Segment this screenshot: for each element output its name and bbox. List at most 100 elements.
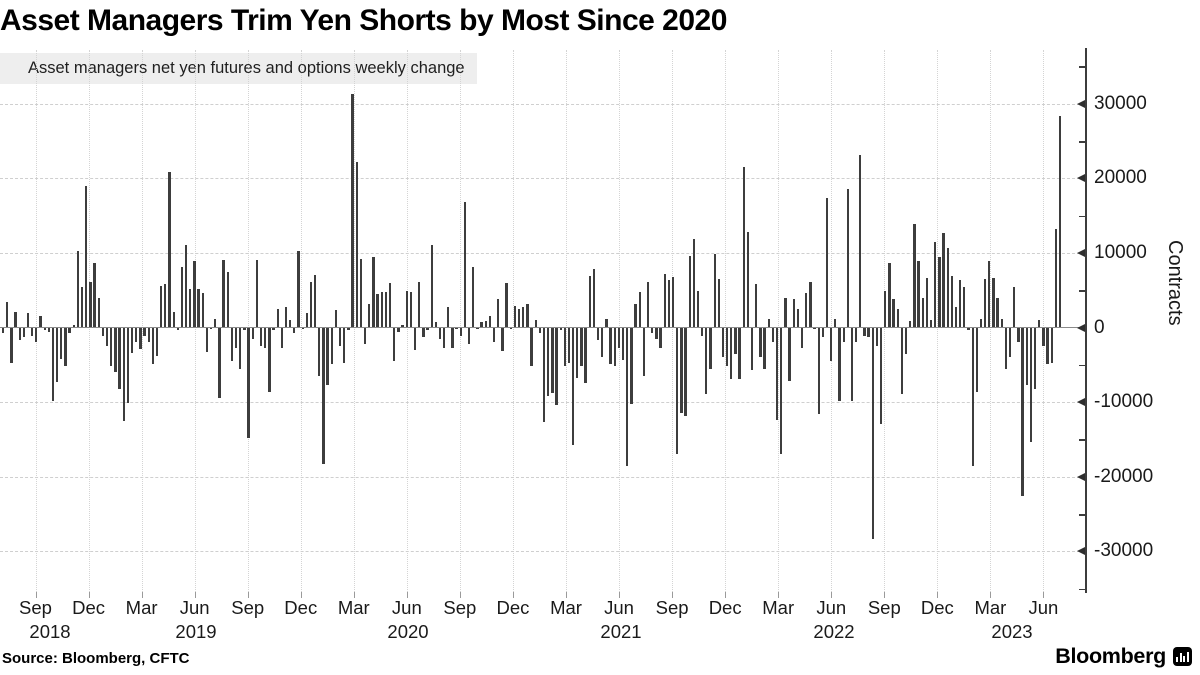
data-bar xyxy=(996,297,999,328)
data-bar xyxy=(680,327,683,413)
data-bar xyxy=(746,232,750,328)
x-axis-month-label: Jun xyxy=(179,597,210,618)
data-bar xyxy=(534,320,537,328)
data-bar xyxy=(825,198,829,328)
vertical-gridline xyxy=(990,50,992,592)
data-bar xyxy=(730,327,733,379)
data-bar xyxy=(422,327,425,338)
data-bar xyxy=(696,290,700,328)
y-axis-minor-tick xyxy=(1079,290,1085,292)
data-bar xyxy=(164,284,167,328)
y-axis-tick-arrow-icon xyxy=(1077,323,1085,332)
data-bar xyxy=(93,262,96,328)
legend: Asset managers net yen futures and optio… xyxy=(0,53,477,84)
data-bar xyxy=(201,293,204,328)
data-bar xyxy=(334,309,338,328)
data-bar xyxy=(51,327,55,401)
data-bar xyxy=(193,261,196,328)
bloomberg-branding: Bloomberg xyxy=(1055,644,1192,669)
data-bar xyxy=(838,327,841,401)
data-bar xyxy=(189,288,192,328)
data-bar xyxy=(101,327,105,336)
data-bar xyxy=(1046,327,1049,365)
data-bar xyxy=(18,327,21,341)
x-axis-tick xyxy=(566,592,567,598)
data-bar xyxy=(538,327,542,334)
data-bar xyxy=(509,327,512,329)
y-axis-tick-label: 20000 xyxy=(1094,167,1147,189)
data-bar xyxy=(31,327,34,336)
data-bar xyxy=(713,254,716,328)
data-bar xyxy=(800,327,804,348)
data-bar xyxy=(559,327,562,330)
data-bar xyxy=(542,327,546,423)
data-bar xyxy=(197,289,200,328)
data-bar xyxy=(759,327,762,357)
data-bar xyxy=(692,238,695,328)
data-bar xyxy=(413,327,417,350)
data-bar xyxy=(626,327,629,467)
data-bar xyxy=(709,327,712,370)
data-bar xyxy=(938,257,941,328)
vertical-gridline xyxy=(353,50,355,592)
data-bar xyxy=(871,327,874,540)
data-bar xyxy=(209,327,213,329)
data-bar xyxy=(767,318,770,328)
data-bar xyxy=(434,321,437,328)
data-bar xyxy=(1013,287,1016,328)
x-axis-month-label: Dec xyxy=(72,597,105,618)
horizontal-gridline xyxy=(0,476,1080,478)
x-axis-month-label: Mar xyxy=(125,597,158,618)
y-axis-minor-tick xyxy=(1079,141,1085,143)
data-bar xyxy=(917,261,920,328)
data-bar xyxy=(1033,327,1037,389)
x-axis-month-label: Dec xyxy=(708,597,742,618)
data-bar xyxy=(630,327,633,405)
data-bar xyxy=(401,325,404,328)
data-bar xyxy=(517,308,521,328)
data-bar xyxy=(592,268,596,328)
data-bar xyxy=(742,167,745,328)
data-bar xyxy=(330,327,333,365)
data-bar xyxy=(455,327,458,329)
x-axis-month-label: Sep xyxy=(231,597,265,618)
data-bar xyxy=(1058,116,1062,328)
y-axis-line xyxy=(1085,48,1087,593)
x-axis-month-label: Mar xyxy=(762,597,795,618)
data-bar xyxy=(72,324,75,328)
x-axis-tick xyxy=(725,592,727,598)
x-axis-year-label: 2019 xyxy=(175,621,217,642)
data-bar xyxy=(39,316,42,328)
data-bar xyxy=(771,327,775,343)
data-bar xyxy=(817,327,820,415)
data-bar xyxy=(684,327,687,417)
data-bar xyxy=(409,291,413,328)
data-bar xyxy=(842,327,845,343)
data-bar xyxy=(813,327,816,329)
data-bar xyxy=(613,327,616,366)
data-bar xyxy=(343,327,346,363)
x-axis-year-label: 2020 xyxy=(387,621,429,642)
data-bar xyxy=(763,327,766,370)
x-axis-tick xyxy=(300,592,302,598)
legend-label: Asset managers net yen futures and optio… xyxy=(28,59,465,77)
data-bar xyxy=(55,327,59,382)
data-bar xyxy=(1008,327,1012,358)
data-bar xyxy=(492,327,496,342)
data-bar xyxy=(309,281,313,328)
x-axis-year-label: 2023 xyxy=(991,621,1033,642)
data-bar xyxy=(172,311,175,328)
data-bar xyxy=(780,327,783,455)
data-bar xyxy=(97,298,100,328)
data-bar xyxy=(239,327,242,370)
data-bar xyxy=(721,327,725,357)
data-bar xyxy=(89,281,92,328)
vertical-gridline xyxy=(300,50,302,592)
data-bar xyxy=(22,327,25,338)
data-bar xyxy=(230,327,234,362)
vertical-gridline xyxy=(247,50,249,592)
data-bar xyxy=(992,277,995,328)
data-bar xyxy=(526,304,529,328)
y-axis-tick-arrow-icon xyxy=(1077,472,1085,481)
x-axis-tick xyxy=(937,592,939,598)
